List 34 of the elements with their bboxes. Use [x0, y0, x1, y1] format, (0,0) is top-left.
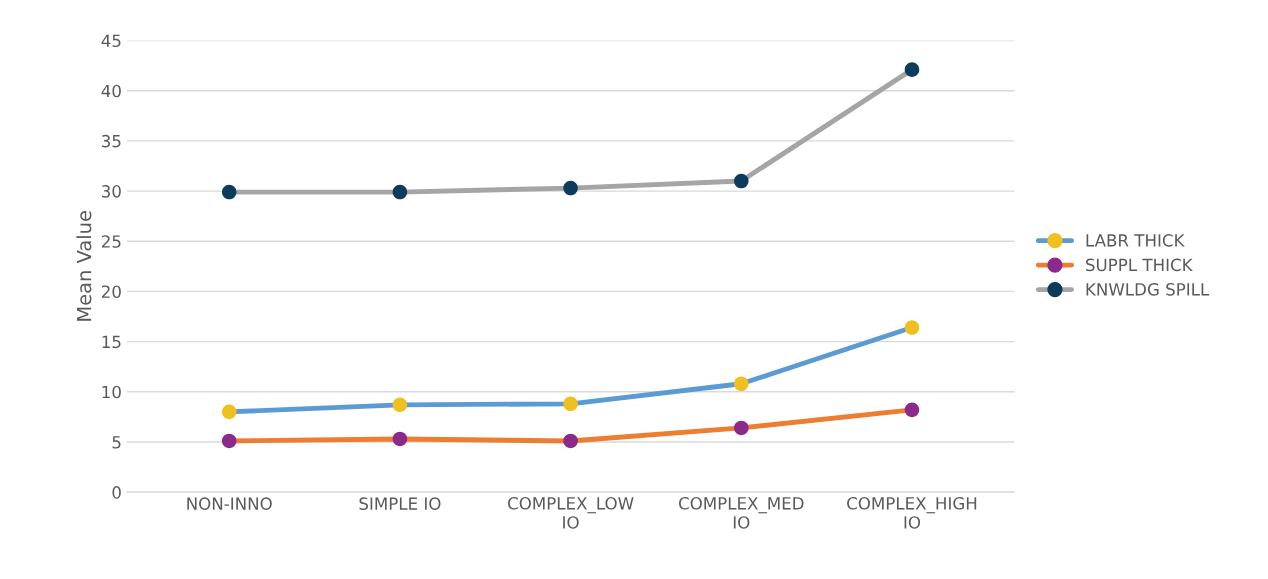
legend-label: LABR THICK	[1086, 234, 1185, 247]
point	[392, 184, 408, 200]
y-tick-label: 5	[112, 436, 121, 449]
point	[904, 62, 920, 77]
point	[734, 376, 749, 392]
point	[904, 320, 920, 335]
x-tick-label: COMPLEX_MED IO	[678, 497, 804, 529]
y-tick-label: 10	[102, 385, 121, 399]
y-tick-label: 30	[102, 185, 121, 198]
legend-label: SUPPL THICK	[1086, 258, 1193, 272]
y-tick-label: 45	[101, 34, 121, 48]
point	[904, 402, 920, 418]
y-tick-label: 0	[112, 486, 121, 499]
x-tick-label: SIMPLE IO	[359, 497, 441, 510]
y-tick-label: 15	[102, 335, 121, 349]
point	[563, 180, 578, 196]
x-tick-label: COMPLEX_LOW IO	[508, 497, 634, 529]
point	[734, 173, 749, 189]
point	[221, 433, 237, 449]
point	[221, 404, 237, 420]
y-tick-label: 40	[101, 84, 121, 98]
x-tick-label: COMPLEX_HIGH IO	[847, 497, 977, 529]
point	[563, 433, 578, 449]
point	[392, 397, 408, 413]
point	[563, 396, 578, 412]
x-tick-label: NON-INNO	[187, 497, 272, 510]
point	[392, 431, 408, 447]
y-tick-label: 25	[101, 235, 121, 248]
y-tick-label: 20	[101, 285, 121, 298]
y-axis-title: Mean Value	[76, 211, 92, 321]
point	[221, 184, 237, 200]
point	[734, 420, 749, 436]
y-tick-label: 35	[102, 134, 121, 148]
legend-label: KNWLDG SPILL	[1086, 283, 1210, 296]
